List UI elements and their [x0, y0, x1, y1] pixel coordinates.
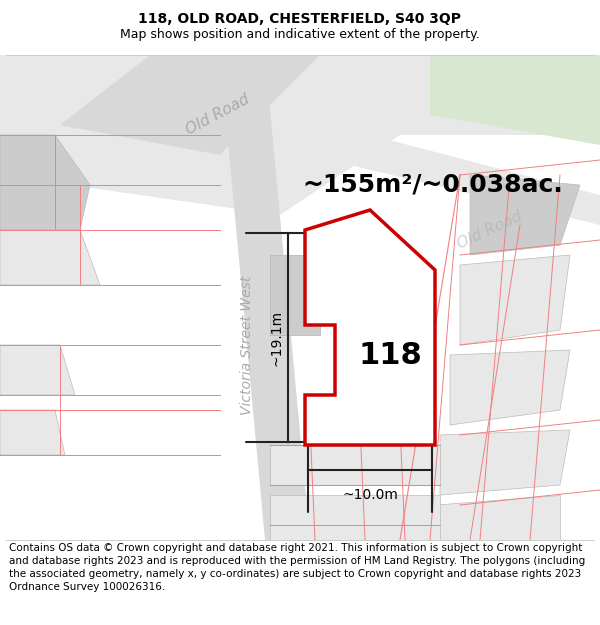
Polygon shape — [430, 495, 560, 540]
Text: Old Road: Old Road — [184, 92, 253, 138]
Polygon shape — [220, 55, 310, 540]
Polygon shape — [270, 445, 440, 485]
Polygon shape — [270, 495, 440, 540]
Text: Victoria Street West: Victoria Street West — [240, 275, 254, 415]
Text: ~19.1m: ~19.1m — [269, 309, 283, 366]
Text: 118: 118 — [358, 341, 422, 369]
Text: Contains OS data © Crown copyright and database right 2021. This information is : Contains OS data © Crown copyright and d… — [9, 542, 585, 592]
Polygon shape — [350, 135, 600, 225]
Polygon shape — [0, 345, 75, 395]
Polygon shape — [0, 135, 90, 230]
Polygon shape — [305, 210, 435, 445]
Polygon shape — [450, 350, 570, 425]
Polygon shape — [270, 255, 320, 335]
Text: 118, OLD ROAD, CHESTERFIELD, S40 3QP: 118, OLD ROAD, CHESTERFIELD, S40 3QP — [139, 12, 461, 26]
Polygon shape — [0, 230, 100, 285]
Text: ~155m²/~0.038ac.: ~155m²/~0.038ac. — [302, 173, 563, 197]
Text: ~10.0m: ~10.0m — [342, 488, 398, 502]
Polygon shape — [0, 410, 65, 455]
Polygon shape — [60, 55, 320, 155]
Polygon shape — [470, 175, 580, 255]
Polygon shape — [345, 295, 420, 395]
Polygon shape — [430, 55, 600, 145]
Text: Old Road: Old Road — [455, 209, 525, 251]
Polygon shape — [0, 55, 600, 215]
Polygon shape — [440, 430, 570, 495]
Polygon shape — [460, 255, 570, 345]
Text: Map shows position and indicative extent of the property.: Map shows position and indicative extent… — [120, 28, 480, 41]
